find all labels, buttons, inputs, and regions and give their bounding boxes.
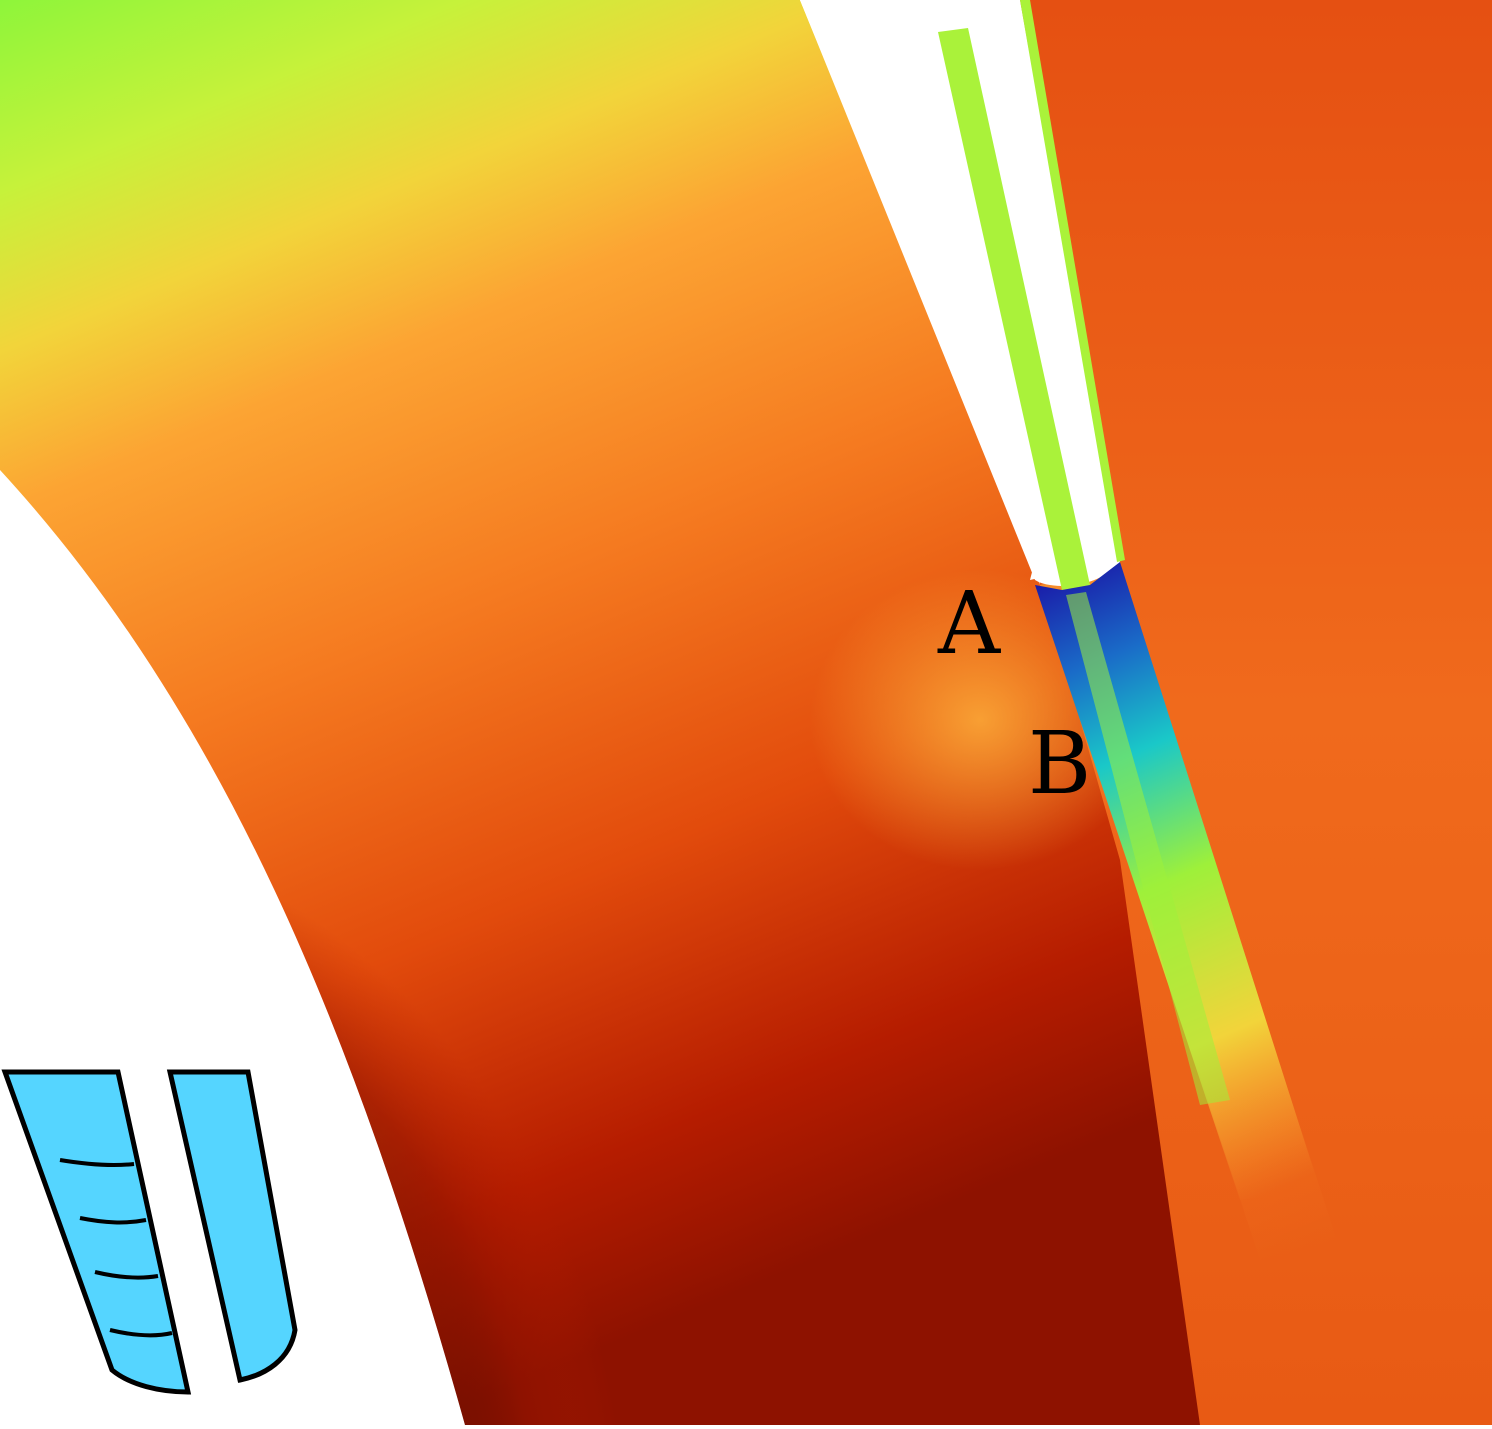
point-b-label: B — [1028, 714, 1091, 814]
main-flow-band-shading — [0, 0, 1200, 1425]
inset-slat-element — [166, 1069, 298, 1383]
point-a-label: A — [937, 574, 1001, 674]
inset-rib-4 — [109, 1328, 173, 1338]
wake-core — [1066, 592, 1230, 1105]
slat-edge-strip — [1020, 0, 1125, 562]
inset-geometry — [1, 1069, 298, 1395]
inset-rib-1 — [59, 1158, 135, 1167]
inset-rib-3 — [94, 1270, 159, 1280]
inset-rib-2 — [79, 1216, 147, 1225]
inset-main-element — [1, 1069, 192, 1395]
slat-element — [938, 28, 1090, 590]
